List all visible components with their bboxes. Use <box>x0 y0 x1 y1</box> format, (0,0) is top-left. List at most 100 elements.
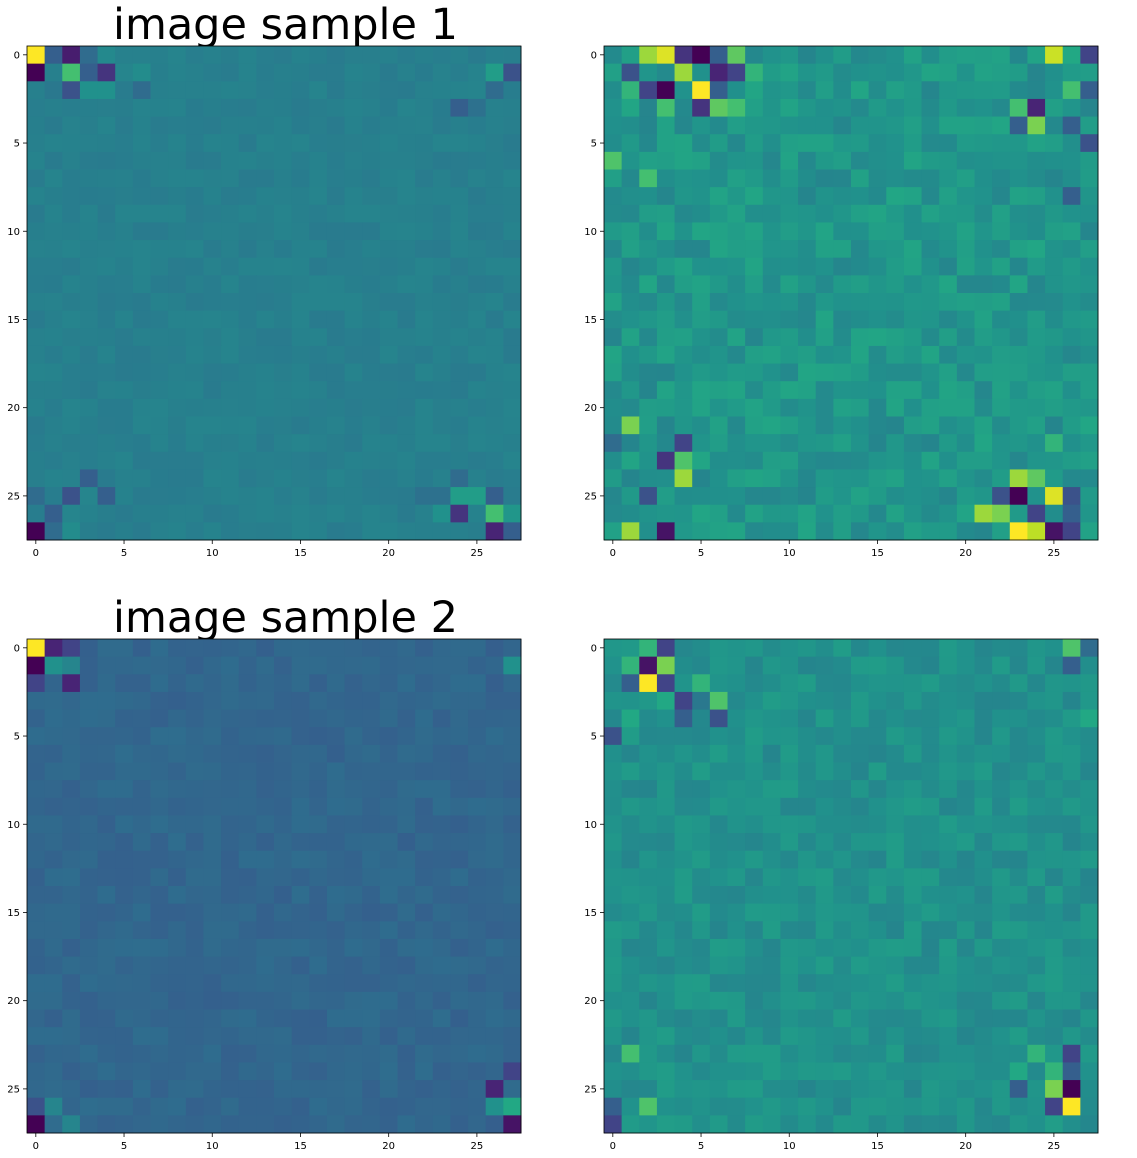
heatmap-cell <box>450 187 469 206</box>
heatmap-cell <box>762 293 781 312</box>
heatmap-cell <box>833 656 852 675</box>
heatmap-cell <box>344 310 363 329</box>
heatmap-cell <box>1027 833 1046 852</box>
heatmap-cell <box>798 903 817 922</box>
heatmap-cell <box>503 797 522 816</box>
heatmap-cell <box>62 363 81 382</box>
heatmap-cell <box>485 187 504 206</box>
heatmap-cell <box>344 850 363 869</box>
heatmap-cell <box>221 1027 240 1046</box>
heatmap-cell <box>974 293 993 312</box>
heatmap-cell <box>956 850 975 869</box>
heatmap-cell <box>939 151 958 170</box>
heatmap-cell <box>639 1009 658 1028</box>
heatmap-cell <box>798 275 817 294</box>
heatmap-cell <box>745 744 764 763</box>
heatmap-cell <box>503 974 522 993</box>
heatmap-cell <box>397 797 416 816</box>
heatmap-cell <box>939 522 958 541</box>
heatmap-cell <box>903 744 923 763</box>
heatmap-cell <box>238 345 257 365</box>
heatmap-cell <box>415 398 434 417</box>
heatmap-cell <box>762 134 781 153</box>
heatmap-cell <box>97 134 116 153</box>
heatmap-cell <box>692 1080 711 1099</box>
heatmap-cell <box>62 850 81 869</box>
heatmap-cell <box>44 833 63 852</box>
heatmap-cell <box>150 345 169 365</box>
heatmap-cell <box>621 434 640 453</box>
heatmap-cell <box>956 257 975 276</box>
heatmap-cell <box>762 46 781 65</box>
heatmap-cell <box>621 522 640 541</box>
heatmap-cell <box>974 921 993 940</box>
heatmap-cell <box>833 674 852 693</box>
heatmap-cell <box>432 293 451 312</box>
heatmap-cell <box>604 46 623 65</box>
heatmap-cell <box>274 1115 293 1134</box>
heatmap-cell <box>203 504 222 523</box>
heatmap-cell <box>727 63 746 82</box>
heatmap-cell <box>1009 222 1028 241</box>
heatmap-cell <box>1080 833 1099 852</box>
heatmap-cell <box>97 151 116 170</box>
heatmap-cell <box>256 762 275 781</box>
heatmap-cell <box>415 204 434 223</box>
heatmap-cell <box>604 691 623 711</box>
heatmap-cell <box>309 434 328 453</box>
heatmap-cell <box>274 151 293 170</box>
heatmap-cell <box>415 833 434 852</box>
heatmap-cell <box>97 398 116 417</box>
heatmap-cell <box>639 275 658 294</box>
heatmap-cell <box>1045 187 1064 206</box>
heatmap-cell <box>798 504 817 523</box>
heatmap-cell <box>274 240 293 259</box>
heatmap-cell <box>432 116 451 135</box>
heatmap-cell <box>150 709 169 728</box>
heatmap-cell <box>868 451 887 470</box>
heatmap-cell <box>397 1009 416 1028</box>
heatmap-cell <box>1027 169 1046 188</box>
heatmap-cell <box>974 1027 993 1046</box>
heatmap-cell <box>238 709 257 728</box>
heatmap-cell <box>903 691 923 711</box>
heatmap-cell <box>1009 522 1028 541</box>
heatmap-cell <box>798 886 817 905</box>
heatmap-cell <box>1080 240 1099 259</box>
heatmap-cell <box>468 63 487 82</box>
heatmap-cell <box>939 363 958 382</box>
heatmap-cell <box>1080 903 1099 922</box>
heatmap-cell <box>762 1080 781 1099</box>
heatmap-cell <box>291 797 310 816</box>
heatmap-cell <box>1080 991 1099 1010</box>
heatmap-cell <box>745 921 764 940</box>
heatmap-cell <box>168 451 187 470</box>
heatmap-cell <box>291 744 310 763</box>
heatmap-cell <box>992 169 1011 188</box>
heatmap-cell <box>362 328 381 347</box>
heatmap-cell <box>1045 504 1064 523</box>
heatmap-cell <box>379 381 398 400</box>
heatmap-cell <box>185 522 204 541</box>
heatmap-cell <box>468 938 487 958</box>
heatmap-cell <box>656 222 676 241</box>
heatmap-cell <box>168 522 187 541</box>
heatmap-cell <box>833 1115 852 1134</box>
heatmap-cell <box>974 1115 993 1134</box>
heatmap-cell <box>1009 903 1028 922</box>
heatmap-cell <box>709 868 728 887</box>
heatmap-cell <box>291 469 310 488</box>
heatmap-cell <box>132 222 151 241</box>
heatmap-cell <box>79 868 99 887</box>
heatmap-cell <box>833 134 852 153</box>
heatmap-cell <box>1062 328 1081 347</box>
heatmap-cell <box>1045 674 1064 693</box>
heatmap-cell <box>921 674 940 693</box>
heatmap-cell <box>621 656 640 675</box>
heatmap-cell <box>362 956 381 975</box>
heatmap-cell <box>468 469 487 488</box>
heatmap-cell <box>798 522 817 541</box>
heatmap-cell <box>397 762 416 781</box>
